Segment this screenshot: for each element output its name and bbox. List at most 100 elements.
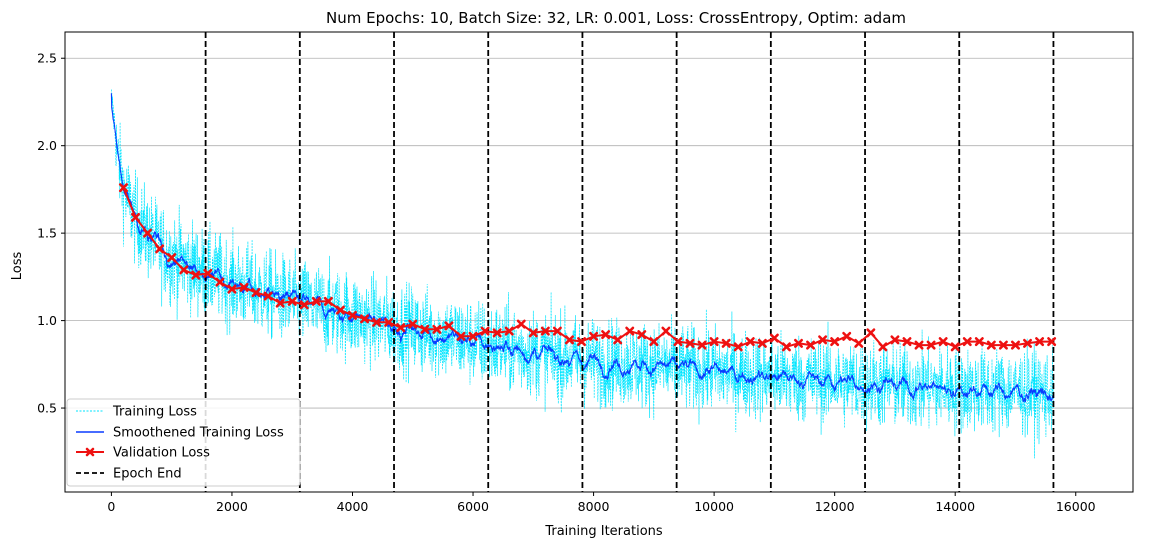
validation-loss-point <box>998 340 1008 350</box>
y-tick-label: 1.5 <box>37 226 57 241</box>
validation-loss-point <box>914 340 924 350</box>
validation-loss-point <box>649 337 659 347</box>
y-tick-label: 1.0 <box>37 313 57 328</box>
y-axis: 0.5 1.0 1.5 2.0 2.5 <box>37 51 65 416</box>
validation-loss-point <box>444 321 454 331</box>
validation-loss-point <box>118 183 128 193</box>
validation-loss-point <box>492 328 502 338</box>
x-axis: 0 2000 4000 6000 8000 10000 12000 14000 16000 <box>107 492 1096 514</box>
validation-loss-point <box>323 296 333 306</box>
y-tick-label: 2.0 <box>37 138 57 153</box>
validation-loss-point <box>552 326 562 336</box>
validation-loss-point <box>830 337 840 347</box>
validation-loss-point <box>842 331 852 341</box>
validation-loss-point <box>372 317 382 327</box>
x-tick-label: 4000 <box>337 499 369 514</box>
validation-loss-point <box>890 335 900 345</box>
validation-loss-point <box>251 288 261 298</box>
validation-loss-point <box>673 337 683 347</box>
validation-loss-point <box>769 333 779 343</box>
validation-loss-point <box>613 335 623 345</box>
x-tick-label: 8000 <box>578 499 610 514</box>
validation-loss-point <box>335 305 345 315</box>
legend-item-epoch-end: Epoch End <box>76 467 182 482</box>
validation-loss-point <box>685 338 695 348</box>
validation-loss-point <box>468 331 478 341</box>
validation-loss-point <box>287 296 297 306</box>
validation-loss-point <box>191 270 201 280</box>
validation-loss-point <box>601 330 611 340</box>
validation-loss-point <box>143 228 153 238</box>
legend-label-validation: Validation Loss <box>113 446 210 461</box>
validation-loss-point <box>854 338 864 348</box>
legend-item-smoothened-training-loss: Smoothened Training Loss <box>76 426 284 441</box>
validation-loss-point <box>950 342 960 352</box>
x-tick-label: 2000 <box>216 499 248 514</box>
legend-item-training-loss: Training Loss <box>76 405 197 420</box>
validation-loss-point <box>408 319 418 329</box>
plot-frame <box>64 31 1134 493</box>
y-tick-label: 0.5 <box>37 401 57 416</box>
validation-loss-point <box>661 326 671 336</box>
validation-loss-point <box>227 284 237 294</box>
validation-loss-point <box>974 337 984 347</box>
validation-loss-point <box>625 326 635 336</box>
validation-loss-point <box>239 282 249 292</box>
validation-loss-point <box>432 324 442 334</box>
validation-loss-point <box>528 328 538 338</box>
legend-item-validation-loss: Validation Loss <box>76 446 210 461</box>
validation-loss-point <box>396 323 406 333</box>
validation-loss-point <box>818 335 828 345</box>
validation-loss-point <box>757 338 767 348</box>
validation-loss-point <box>1010 340 1020 350</box>
validation-loss-point <box>456 331 466 341</box>
chart-title: Num Epochs: 10, Batch Size: 32, LR: 0.00… <box>326 9 906 27</box>
validation-loss-point <box>938 337 948 347</box>
validation-loss-point <box>1047 337 1057 347</box>
plot-area <box>110 32 1057 492</box>
validation-loss-point <box>299 300 309 310</box>
x-tick-label: 6000 <box>457 499 489 514</box>
validation-loss-point <box>360 314 370 324</box>
validation-loss-point <box>697 340 707 350</box>
x-tick-label: 0 <box>107 499 115 514</box>
validation-loss-point <box>577 337 587 347</box>
x-tick-label: 12000 <box>815 499 855 514</box>
validation-loss-point <box>384 317 394 327</box>
validation-loss-point <box>637 330 647 340</box>
validation-loss-point <box>721 338 731 348</box>
legend-box <box>66 398 301 487</box>
x-tick-label: 10000 <box>694 499 734 514</box>
validation-loss-point <box>275 298 285 308</box>
validation-loss-point <box>131 212 141 222</box>
x-tick-label: 14000 <box>935 499 975 514</box>
validation-loss-point <box>215 277 225 287</box>
validation-loss-point <box>806 340 816 350</box>
validation-loss-point <box>589 331 599 341</box>
legend: Training Loss Smoothened Training Loss V… <box>66 398 301 487</box>
validation-loss-point <box>311 296 321 306</box>
y-tick-label: 2.5 <box>37 51 57 66</box>
validation-loss-point <box>733 342 743 352</box>
validation-loss-point <box>878 342 888 352</box>
validation-loss-point <box>1035 337 1045 347</box>
validation-loss-point <box>781 342 791 352</box>
validation-loss-point <box>263 291 273 301</box>
x-tick-label: 16000 <box>1056 499 1096 514</box>
validation-loss-point <box>155 244 165 254</box>
validation-loss-point <box>986 340 996 350</box>
validation-loss-point <box>745 337 755 347</box>
validation-loss-point <box>709 337 719 347</box>
legend-marker-validation <box>85 447 95 457</box>
legend-label-smoothed: Smoothened Training Loss <box>113 426 284 441</box>
validation-loss-point <box>962 337 972 347</box>
validation-loss-point <box>504 326 514 336</box>
validation-loss-point <box>480 326 490 336</box>
validation-loss-point <box>902 337 912 347</box>
validation-loss-point <box>1023 338 1033 348</box>
validation-loss-point <box>203 268 213 278</box>
validation-loss-point <box>564 335 574 345</box>
y-axis-label: Loss <box>10 252 25 281</box>
validation-loss-point <box>347 310 357 320</box>
